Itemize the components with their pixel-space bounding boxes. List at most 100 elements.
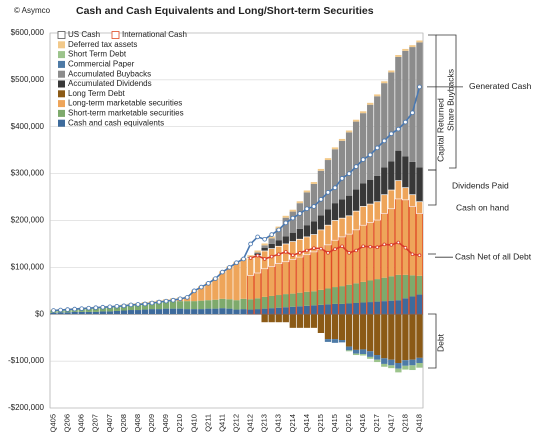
- bar-segment: [352, 349, 360, 354]
- line-marker: [333, 247, 337, 251]
- bar-segment: [338, 340, 346, 343]
- bar-segment: [254, 298, 261, 310]
- bar-segment: [120, 310, 128, 315]
- bar-segment: [148, 302, 156, 310]
- bar-segment: [184, 309, 191, 315]
- bar-segment: [310, 305, 318, 315]
- legend-label: Accumulated Dividends: [68, 79, 152, 88]
- bar-segment: [388, 161, 395, 191]
- bar-segment: [212, 278, 219, 300]
- bar-segment: [268, 236, 275, 239]
- bar-segment: [367, 314, 374, 352]
- bar-segment: [388, 190, 395, 277]
- bar-segment: [367, 104, 374, 180]
- bar-segment: [338, 140, 346, 200]
- legend-swatch: [58, 90, 65, 98]
- bar-segment: [352, 314, 360, 350]
- line-marker: [360, 157, 366, 162]
- line-marker: [374, 145, 380, 151]
- bar-segment: [409, 47, 416, 162]
- bar-segment: [331, 314, 339, 340]
- bar-segment: [282, 314, 289, 323]
- bar-segment: [282, 307, 289, 315]
- bar-segment: [388, 276, 395, 301]
- legend-label: US Cash: [68, 30, 100, 39]
- bar-segment: [416, 40, 423, 43]
- bar-segment: [289, 314, 296, 328]
- bar-segment: [374, 314, 381, 356]
- bar-segment: [409, 365, 416, 371]
- line-marker: [128, 302, 134, 308]
- bar-segment: [402, 298, 409, 315]
- bar-segment: [416, 314, 423, 358]
- line-marker: [86, 305, 92, 311]
- line-marker: [389, 243, 394, 247]
- legend-swatch: [58, 41, 65, 49]
- bar-segment: [226, 267, 233, 300]
- bar-segment: [338, 218, 346, 287]
- x-tick-label: Q211: [203, 414, 212, 432]
- bar-segment: [395, 300, 402, 315]
- cash-outline: [296, 238, 304, 258]
- bar-segment: [275, 228, 282, 241]
- bar-segment: [317, 170, 325, 216]
- line-marker: [241, 256, 246, 262]
- bar-segment: [247, 299, 254, 310]
- bar-segment: [374, 279, 381, 302]
- bar-segment: [416, 363, 423, 368]
- bar-segment: [205, 283, 212, 301]
- annotation: Generated Cash: [469, 81, 532, 91]
- x-tick-label: Q409: [161, 414, 170, 432]
- bar-segment: [191, 309, 198, 315]
- bar-segment: [338, 138, 346, 141]
- bar-segment: [177, 308, 184, 315]
- bar-segment: [324, 339, 332, 342]
- cash-outline: [408, 194, 416, 207]
- line-marker: [276, 227, 282, 233]
- y-tick-label: $400,000: [11, 122, 45, 131]
- legend-label: International Cash: [122, 30, 187, 39]
- bar-segment: [345, 132, 353, 196]
- bar-segment: [324, 209, 332, 226]
- bar-segment: [296, 201, 304, 204]
- bar-segment: [296, 228, 304, 240]
- line-marker: [269, 232, 274, 237]
- bar-segment: [141, 303, 149, 310]
- line-marker: [135, 302, 141, 307]
- bar-segment: [360, 354, 367, 356]
- line-marker: [114, 303, 120, 309]
- line-marker: [262, 236, 267, 242]
- bar-segment: [338, 199, 346, 219]
- bar-segment: [352, 121, 360, 190]
- bar-segment: [303, 305, 311, 315]
- line-marker: [262, 257, 267, 261]
- bar-segment: [367, 204, 374, 281]
- annotation: Capital Returned: [435, 98, 445, 162]
- line-marker: [367, 152, 373, 158]
- bar-segment: [324, 314, 332, 340]
- bar-segment: [289, 306, 296, 315]
- bar-segment: [261, 243, 268, 246]
- cash-outline: [310, 234, 318, 253]
- bar-segment: [92, 311, 99, 315]
- bar-segment: [268, 314, 275, 323]
- line-marker: [163, 298, 169, 304]
- x-tick-label: Q210: [175, 414, 184, 432]
- x-tick-label: Q411: [217, 414, 226, 432]
- line-marker: [58, 307, 63, 313]
- line-marker: [184, 295, 190, 300]
- bar-segment: [148, 309, 156, 315]
- line-marker: [326, 251, 330, 255]
- bar-segment: [345, 130, 353, 133]
- bar-segment: [388, 314, 395, 360]
- bar-segment: [261, 314, 268, 323]
- bar-segment: [345, 303, 353, 315]
- bar-segment: [352, 353, 360, 356]
- bar-segment: [395, 56, 402, 151]
- bar-segment: [381, 167, 388, 195]
- bar-segment: [402, 187, 409, 275]
- bar-segment: [388, 300, 395, 315]
- x-tick-label: Q218: [400, 414, 409, 432]
- y-tick-label: -$200,000: [8, 403, 45, 412]
- bar-segment: [388, 365, 395, 369]
